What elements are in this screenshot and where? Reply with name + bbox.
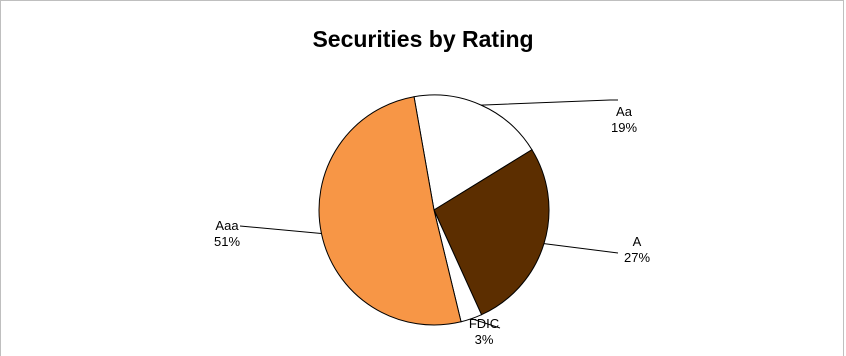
slice-label-aa: Aa [616,104,633,119]
leader-line-a [543,243,619,254]
pie-slice-a [433,149,550,316]
slice-percent-fdic: 3% [475,332,494,347]
pie-slice-aaa [318,96,462,326]
slice-percent-aaa: 51% [214,234,240,249]
leader-line-fdic [471,318,501,329]
slice-label-fdic: FDIC [469,316,499,331]
slice-percent-aa: 19% [611,120,637,135]
slice-label-a: A [633,234,642,249]
leader-line-aa [481,99,618,106]
slice-label-aaa: Aaa [215,218,239,233]
chart-title: Securities by Rating [312,26,534,52]
slice-percent-a: 27% [624,250,650,265]
leader-line-aaa [239,225,322,234]
